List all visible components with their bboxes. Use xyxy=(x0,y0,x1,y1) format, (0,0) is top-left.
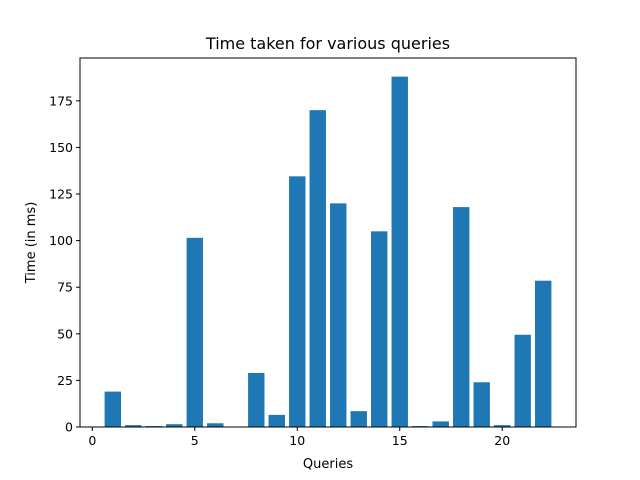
x-tick-label: 0 xyxy=(88,433,96,448)
y-tick-label: 0 xyxy=(65,420,73,435)
x-axis-label: Queries xyxy=(303,457,353,472)
y-tick-label: 25 xyxy=(57,373,73,388)
bar-query-14 xyxy=(371,231,388,427)
bar-query-17 xyxy=(432,421,449,427)
bar-query-19 xyxy=(473,382,490,427)
bar-query-6 xyxy=(207,423,224,427)
bar-query-9 xyxy=(268,414,285,427)
bar-query-18 xyxy=(453,207,470,427)
bar-query-1 xyxy=(104,391,121,427)
bar-query-21 xyxy=(514,334,531,427)
bar-query-22 xyxy=(535,280,552,427)
y-tick-label: 75 xyxy=(57,280,73,295)
bar-query-12 xyxy=(330,203,347,427)
x-tick-label: 10 xyxy=(289,433,305,448)
bar-query-10 xyxy=(289,176,306,427)
chart-title: Time taken for various queries xyxy=(205,34,450,53)
y-axis-label: Time (in ms) xyxy=(24,202,39,285)
bar-query-5 xyxy=(186,237,203,427)
bar-query-11 xyxy=(309,110,326,428)
bars-group xyxy=(104,76,552,428)
bar-query-13 xyxy=(350,411,367,427)
bar-query-15 xyxy=(391,76,408,427)
y-tick-label: 50 xyxy=(57,326,73,341)
x-tick-label: 20 xyxy=(494,433,510,448)
y-tick-label: 100 xyxy=(49,233,73,248)
x-tick-label: 5 xyxy=(191,433,199,448)
plot-frame xyxy=(79,57,577,428)
x-tick-label: 15 xyxy=(392,433,408,448)
bar-query-20 xyxy=(494,425,511,427)
y-tick-label: 150 xyxy=(49,140,73,155)
y-tick-label: 125 xyxy=(49,187,73,202)
bar-query-2 xyxy=(125,425,142,427)
y-tick-label: 175 xyxy=(49,93,73,108)
y-axis-ticks: 0 25 50 75 100 125 150 175 xyxy=(49,93,80,435)
bar-query-4 xyxy=(166,424,183,427)
bar-query-8 xyxy=(248,372,265,427)
x-axis-ticks: 0 5 10 15 20 xyxy=(88,427,510,448)
